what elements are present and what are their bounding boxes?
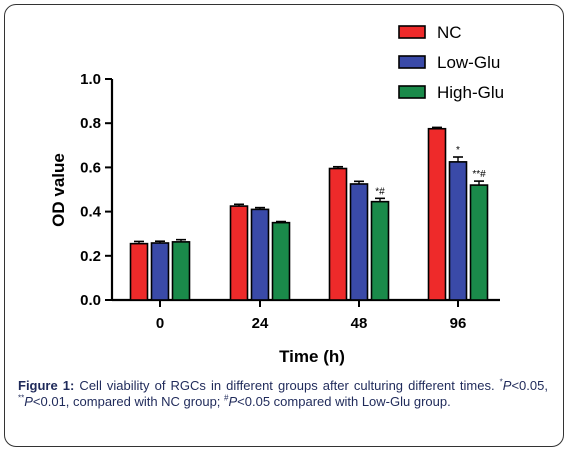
bar [328,167,348,301]
x-tick-label: 0 [156,315,164,332]
bar [171,241,191,301]
y-tick-label: 0.8 [80,115,101,132]
caption-p: P [502,378,512,393]
y-tick-label: 0.6 [80,159,101,176]
bar [129,242,149,301]
x-tick-label: 24 [252,315,269,332]
significance-mark: *# [375,186,385,197]
legend-swatch [398,85,426,99]
caption-p: P [228,394,238,409]
caption-text: <0.05 compared with Low-Glu group. [237,394,451,409]
bar [469,184,489,301]
y-tick-label: 0.0 [80,292,101,309]
figure-caption: Figure 1: Cell viability of RGCs in diff… [18,378,548,410]
legend-label: High-Glu [437,83,504,102]
caption-sup: ** [18,393,25,403]
bar [229,205,249,301]
bar [150,242,170,301]
legend-swatch [398,55,426,69]
caption-text: Cell viability of RGCs in different grou… [74,378,500,393]
significance-mark: * [456,145,460,156]
y-tick-label: 1.0 [80,71,101,88]
bar [427,127,447,301]
bar [250,208,270,301]
x-tick-label: 96 [450,315,467,332]
caption-sup: * [499,377,503,387]
legend-label: Low-Glu [437,53,500,72]
y-tick-label: 0.2 [80,248,101,265]
bar [448,161,468,301]
caption-p: P [24,394,33,409]
y-axis-label: OD value [49,153,68,227]
x-tick-label: 48 [351,315,368,332]
chart-bars: **#**# [129,126,489,301]
significance-mark: **# [472,169,486,180]
caption-text: <0.01, compared with NC group; [32,394,225,409]
x-axis-label: Time (h) [279,347,345,366]
bar [349,183,369,301]
chart-legend: NC Low-Glu High-Glu [398,23,504,102]
caption-sup: # [224,393,229,403]
bar [271,221,291,301]
bar-chart: 0.00.20.40.60.81.00 24 48 96 **#**# NCLow-G… [49,23,504,366]
legend-swatch [398,25,426,39]
bar [370,200,390,301]
caption-text: <0.05, [511,378,548,393]
legend-label: NC [437,23,462,42]
caption-label: Figure 1: [18,378,75,393]
y-tick-label: 0.4 [80,204,102,221]
